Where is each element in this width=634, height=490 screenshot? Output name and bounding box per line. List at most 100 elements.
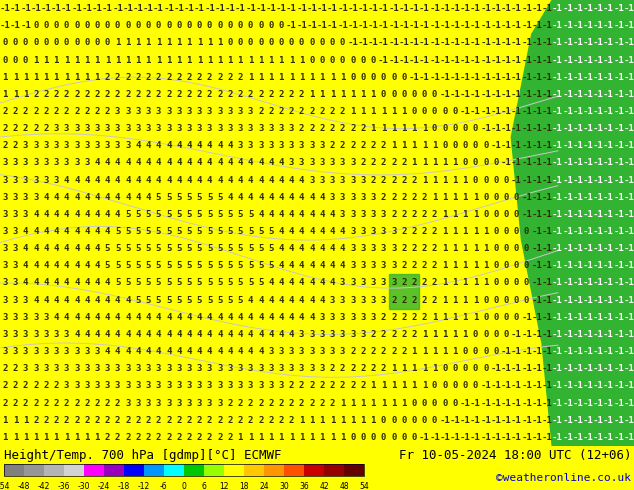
Text: 1: 1 (381, 381, 386, 391)
Text: -1: -1 (562, 295, 573, 305)
Text: 4: 4 (43, 210, 49, 219)
Text: -1: -1 (541, 193, 552, 202)
Text: 1: 1 (391, 381, 396, 391)
Text: 2: 2 (115, 433, 120, 442)
Text: 2: 2 (197, 433, 202, 442)
Text: 1: 1 (360, 90, 366, 99)
Text: 1: 1 (23, 90, 29, 99)
Text: 4: 4 (33, 227, 39, 236)
Text: 4: 4 (166, 158, 171, 168)
Text: 0: 0 (84, 38, 89, 48)
Text: 3: 3 (23, 295, 29, 305)
Text: 5: 5 (207, 210, 212, 219)
Text: 2: 2 (411, 261, 417, 270)
Text: 4: 4 (43, 244, 49, 253)
Text: 0: 0 (503, 278, 509, 288)
Text: 1: 1 (309, 73, 314, 82)
Text: 4: 4 (84, 278, 89, 288)
Text: 3: 3 (125, 141, 131, 150)
Text: 4: 4 (268, 313, 274, 322)
Text: -1: -1 (531, 21, 542, 30)
Text: -1: -1 (71, 4, 82, 13)
Text: 0: 0 (514, 210, 519, 219)
Text: 4: 4 (197, 175, 202, 185)
Text: 3: 3 (381, 244, 386, 253)
Text: -1: -1 (583, 38, 593, 48)
Text: -1: -1 (521, 124, 532, 133)
Text: -1: -1 (593, 21, 604, 30)
Text: 1: 1 (94, 73, 100, 82)
Text: 1: 1 (13, 73, 18, 82)
Text: 5: 5 (207, 261, 212, 270)
Text: -1: -1 (481, 416, 491, 425)
Text: 3: 3 (94, 141, 100, 150)
Text: 3: 3 (330, 347, 335, 356)
Text: 2: 2 (422, 244, 427, 253)
Text: -48: -48 (18, 482, 30, 490)
Text: 4: 4 (176, 141, 181, 150)
Text: 3: 3 (197, 124, 202, 133)
Text: 4: 4 (299, 227, 304, 236)
Text: -1: -1 (521, 364, 532, 373)
Text: 2: 2 (411, 210, 417, 219)
Text: -1: -1 (573, 433, 583, 442)
Text: -1: -1 (562, 347, 573, 356)
Text: -1: -1 (613, 261, 624, 270)
Text: 3: 3 (207, 398, 212, 408)
Text: 3: 3 (320, 330, 325, 339)
Text: 3: 3 (176, 381, 181, 391)
Text: 4: 4 (156, 158, 161, 168)
Text: -1: -1 (92, 4, 103, 13)
Text: 0: 0 (473, 364, 478, 373)
Text: 1: 1 (411, 364, 417, 373)
Text: -1: -1 (511, 347, 522, 356)
Text: 4: 4 (278, 261, 284, 270)
Text: 0: 0 (453, 141, 458, 150)
Text: 0: 0 (258, 21, 264, 30)
Text: 1: 1 (432, 193, 437, 202)
Text: 2: 2 (381, 313, 386, 322)
Text: 0: 0 (197, 21, 202, 30)
Text: 4: 4 (105, 193, 110, 202)
Text: 4: 4 (94, 175, 100, 185)
Text: -1: -1 (531, 227, 542, 236)
Text: -1: -1 (603, 261, 614, 270)
Text: 3: 3 (278, 141, 284, 150)
Text: 1: 1 (442, 244, 448, 253)
Text: 1: 1 (320, 73, 325, 82)
Text: 5: 5 (228, 210, 233, 219)
Text: 3: 3 (146, 364, 151, 373)
Text: 3: 3 (217, 381, 223, 391)
Text: 0: 0 (493, 278, 498, 288)
Text: 4: 4 (156, 313, 161, 322)
Text: -1: -1 (562, 398, 573, 408)
Text: 4: 4 (146, 347, 151, 356)
Text: 0: 0 (217, 21, 223, 30)
Text: -1: -1 (541, 261, 552, 270)
Text: 4: 4 (64, 244, 69, 253)
Text: 3: 3 (13, 158, 18, 168)
Text: -1: -1 (531, 193, 542, 202)
Text: 4: 4 (156, 141, 161, 150)
Text: -1: -1 (593, 90, 604, 99)
Text: -1: -1 (593, 244, 604, 253)
Text: 2: 2 (33, 416, 39, 425)
Text: 5: 5 (166, 193, 171, 202)
Text: 4: 4 (23, 244, 29, 253)
Text: 4: 4 (309, 278, 314, 288)
Text: 0: 0 (23, 38, 29, 48)
Text: -1: -1 (388, 55, 399, 65)
Text: -1: -1 (409, 55, 420, 65)
Text: 3: 3 (53, 347, 59, 356)
Text: 5: 5 (146, 261, 151, 270)
Text: -1: -1 (491, 364, 501, 373)
Text: 2: 2 (3, 381, 8, 391)
Text: 1: 1 (463, 210, 468, 219)
Text: 0: 0 (411, 398, 417, 408)
Text: -1: -1 (245, 4, 256, 13)
Text: 5: 5 (136, 227, 141, 236)
Text: 3: 3 (320, 364, 325, 373)
Text: 1: 1 (370, 124, 376, 133)
Text: -1: -1 (562, 364, 573, 373)
Text: Fr 10-05-2024 18:00 UTC (12+06): Fr 10-05-2024 18:00 UTC (12+06) (399, 449, 631, 463)
